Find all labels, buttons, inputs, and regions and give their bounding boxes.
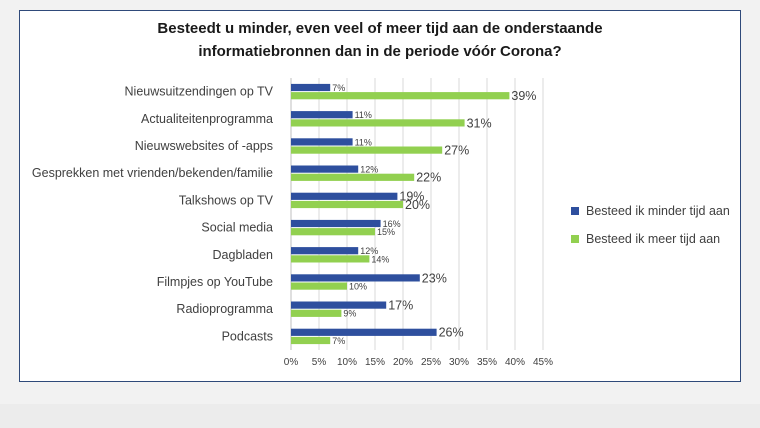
bar-meer [291, 146, 443, 154]
legend-swatch-meer [571, 235, 579, 243]
data-label: 19% [399, 190, 424, 204]
data-label: 11% [355, 110, 372, 120]
bar-meer [291, 282, 347, 290]
data-label: 10% [349, 282, 367, 292]
data-label: 27% [444, 144, 469, 158]
x-tick-label: 0% [284, 357, 299, 368]
x-tick-label: 15% [365, 357, 385, 368]
category-label: Nieuwswebsites of -apps [135, 139, 273, 153]
category-label: Talkshows op TV [179, 193, 274, 207]
data-label: 9% [343, 309, 356, 319]
legend-swatch-minder [571, 207, 579, 215]
bar-minder [291, 111, 353, 119]
bar-meer [291, 309, 342, 317]
x-tick-label: 40% [505, 357, 525, 368]
data-label: 20% [405, 198, 430, 212]
x-tick-label: 45% [533, 357, 553, 368]
bar-meer [291, 255, 370, 263]
legend-label: Besteed ik minder tijd aan [586, 204, 730, 218]
bar-meer [291, 200, 403, 209]
bar-meer [291, 173, 415, 181]
x-tick-label: 30% [449, 357, 469, 368]
bar-minder [291, 247, 359, 255]
x-tick-label: 5% [312, 357, 327, 368]
bar-meer [291, 92, 510, 100]
data-label: 16% [383, 219, 401, 229]
data-label: 22% [416, 171, 441, 185]
category-label: Actualiteitenprogramma [141, 112, 273, 126]
bar-minder [291, 328, 437, 336]
bar-meer [291, 228, 375, 236]
data-label: 17% [388, 299, 413, 313]
bottom-bar [0, 404, 760, 428]
chart-title-line-2: informatiebronnen dan in de periode vóór… [198, 43, 561, 60]
bar-minder [291, 192, 398, 200]
bar-meer [291, 119, 465, 127]
data-label: 12% [360, 165, 378, 175]
category-label: Radioprogramma [176, 302, 273, 316]
category-label: Dagbladen [213, 248, 274, 262]
x-tick-label: 10% [337, 357, 357, 368]
chart-title-line-1: Besteedt u minder, even veel of meer tij… [157, 20, 602, 37]
data-label: 7% [332, 83, 345, 93]
data-label: 14% [371, 254, 389, 264]
bar-minder [291, 83, 331, 92]
x-tick-label: 35% [477, 357, 497, 368]
legend-label: Besteed ik meer tijd aan [586, 232, 720, 246]
bar-minder [291, 219, 381, 228]
bar-minder [291, 165, 359, 173]
bar-minder [291, 274, 420, 282]
data-label: 11% [355, 137, 372, 147]
data-label: 26% [439, 326, 464, 340]
bar-meer [291, 336, 331, 345]
data-label: 7% [332, 336, 345, 346]
bar-minder [291, 301, 387, 309]
data-label: 15% [377, 227, 395, 237]
category-label: Gesprekken met vrienden/bekenden/familie [32, 166, 273, 180]
x-tick-label: 25% [421, 357, 441, 368]
category-label: Podcasts [222, 329, 273, 343]
data-label: 39% [511, 89, 536, 103]
category-label: Filmpjes op YouTube [157, 275, 273, 289]
bar-minder [291, 138, 353, 146]
category-label: Social media [201, 221, 273, 235]
x-tick-label: 20% [393, 357, 413, 368]
data-label: 12% [360, 246, 378, 256]
category-label: Nieuwsuitzendingen op TV [125, 85, 274, 99]
data-label: 31% [467, 116, 492, 130]
data-label: 23% [422, 271, 447, 285]
